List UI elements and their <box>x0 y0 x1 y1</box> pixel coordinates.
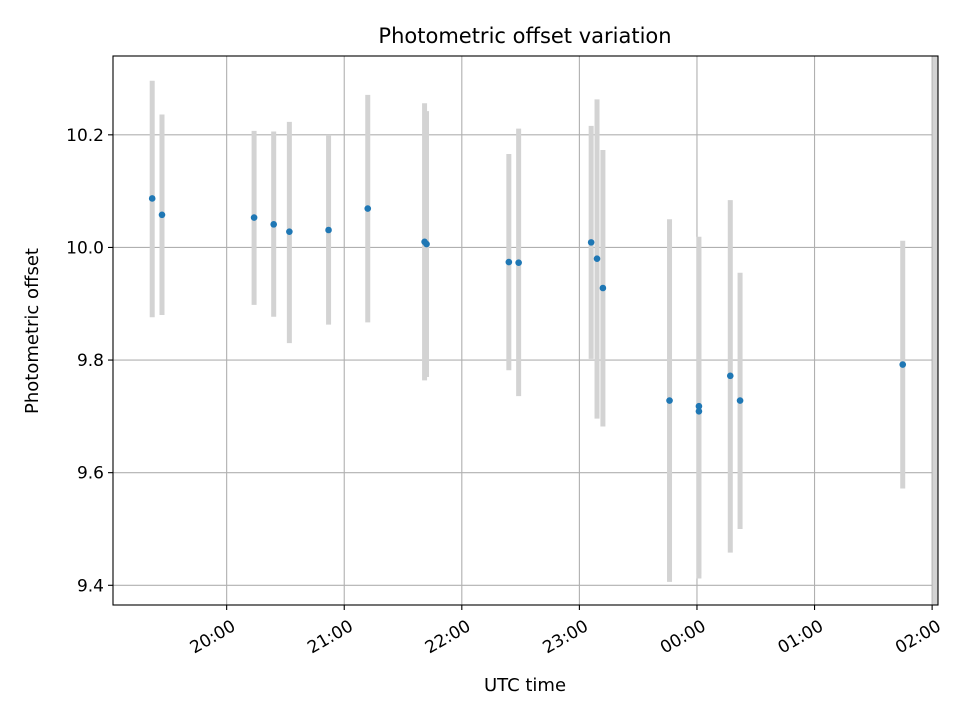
plot-frame <box>112 55 939 606</box>
data-point <box>270 221 277 228</box>
data-points <box>148 195 907 415</box>
data-point <box>726 372 734 380</box>
data-point <box>505 258 513 266</box>
y-tick-label: 10.0 <box>66 238 104 258</box>
data-point <box>593 255 601 263</box>
y-tick-label: 9.6 <box>77 464 104 484</box>
y-axis-ticks: 9.4 9.6 9.8 10.0 10.2 <box>66 126 113 596</box>
grid <box>113 56 938 605</box>
data-point <box>599 284 607 292</box>
y-tick-label: 9.4 <box>77 576 104 596</box>
data-point <box>423 240 430 248</box>
data-point <box>587 239 595 246</box>
data-point <box>695 402 703 410</box>
chart-title: Photometric offset variation <box>378 24 671 48</box>
data-point <box>325 226 332 234</box>
y-tick-label: 9.8 <box>77 351 104 371</box>
data-point <box>364 205 372 212</box>
y-tick-label: 10.2 <box>66 126 104 146</box>
data-point <box>899 361 907 368</box>
data-point <box>736 397 744 404</box>
data-point <box>666 397 673 404</box>
data-point <box>158 211 166 219</box>
data-point <box>250 214 258 221</box>
data-point <box>286 228 293 235</box>
data-point <box>515 259 522 266</box>
data-point <box>148 195 156 202</box>
x-axis-label: UTC time <box>484 675 566 696</box>
y-axis-label: Photometric offset <box>22 248 43 414</box>
data-point <box>695 408 703 415</box>
